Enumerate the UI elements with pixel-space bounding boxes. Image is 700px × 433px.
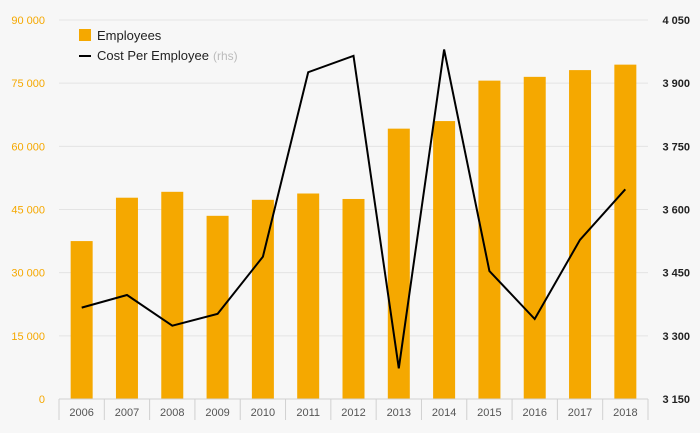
y-left-tick-label-30000: 30 000 [11, 268, 45, 280]
x-tick-label-2018: 2018 [613, 407, 637, 419]
legend-label-cost-per-employee-name: Cost Per Employee [97, 48, 209, 63]
y-left-tick-label-0: 0 [39, 394, 45, 406]
y-right-tick-label-3900: 3 900 [662, 78, 690, 90]
legend-label-employees: Employees [97, 28, 162, 43]
x-tick-label-2016: 2016 [522, 407, 546, 419]
bar-2010 [251, 199, 274, 399]
bar-series-employees [70, 64, 637, 400]
bar-2008 [161, 191, 184, 399]
x-tick-label-2013: 2013 [387, 407, 411, 419]
x-tick-label-2010: 2010 [251, 407, 275, 419]
y-left-tick-label-45000: 45 000 [11, 205, 45, 217]
y-left-tick-label-75000: 75 000 [11, 78, 45, 90]
legend: Employees Cost Per Employee (rhs) [79, 28, 238, 63]
y-left-tick-label-90000: 90 000 [11, 15, 45, 27]
line-series-cost-per-employee [81, 49, 627, 369]
y-right-tick-label-3300: 3 300 [662, 331, 690, 343]
y-right-tick-label-4050: 4 050 [662, 15, 690, 27]
y-axis-left: 0 15 000 30 000 45 000 60 000 75 000 90 000 [11, 15, 45, 406]
bar-2007 [115, 197, 138, 399]
legend-label-rhs-suffix: (rhs) [213, 49, 238, 63]
x-tick-label-2006: 2006 [69, 407, 93, 419]
legend-label-cost-per-employee: Cost Per Employee (rhs) [97, 48, 238, 63]
y-left-tick-label-60000: 60 000 [11, 141, 45, 153]
x-tick-label-2011: 2011 [296, 407, 320, 419]
bar-2013 [387, 128, 410, 399]
y-right-tick-label-3150: 3 150 [662, 394, 690, 406]
x-tick-label-2008: 2008 [160, 407, 184, 419]
y-left-tick-label-15000: 15 000 [11, 331, 45, 343]
bar-2016 [523, 76, 546, 399]
y-axis-right: 3 150 3 300 3 450 3 600 3 750 3 900 4 050 [662, 15, 690, 406]
bar-2006 [70, 241, 93, 399]
x-tick-label-2015: 2015 [477, 407, 501, 419]
y-right-tick-label-3750: 3 750 [662, 141, 690, 153]
x-tick-label-2017: 2017 [568, 407, 592, 419]
x-tick-label-2007: 2007 [115, 407, 139, 419]
y-right-tick-label-3600: 3 600 [662, 205, 690, 217]
y-right-tick-label-3450: 3 450 [662, 268, 690, 280]
bar-2015 [478, 80, 501, 399]
legend-swatch-employees [79, 29, 91, 41]
bar-2011 [297, 193, 320, 399]
bar-2014 [433, 121, 456, 400]
bar-2009 [206, 215, 229, 399]
bar-2018 [614, 64, 637, 399]
x-tick-label-2009: 2009 [205, 407, 229, 419]
bar-2017 [569, 70, 592, 400]
x-axis: 2006 2007 2008 2009 2010 2011 2012 2013 2014 2015… [58, 398, 649, 420]
x-tick-label-2014: 2014 [432, 407, 456, 419]
bar-2012 [342, 198, 365, 399]
x-tick-label-2012: 2012 [341, 407, 365, 419]
